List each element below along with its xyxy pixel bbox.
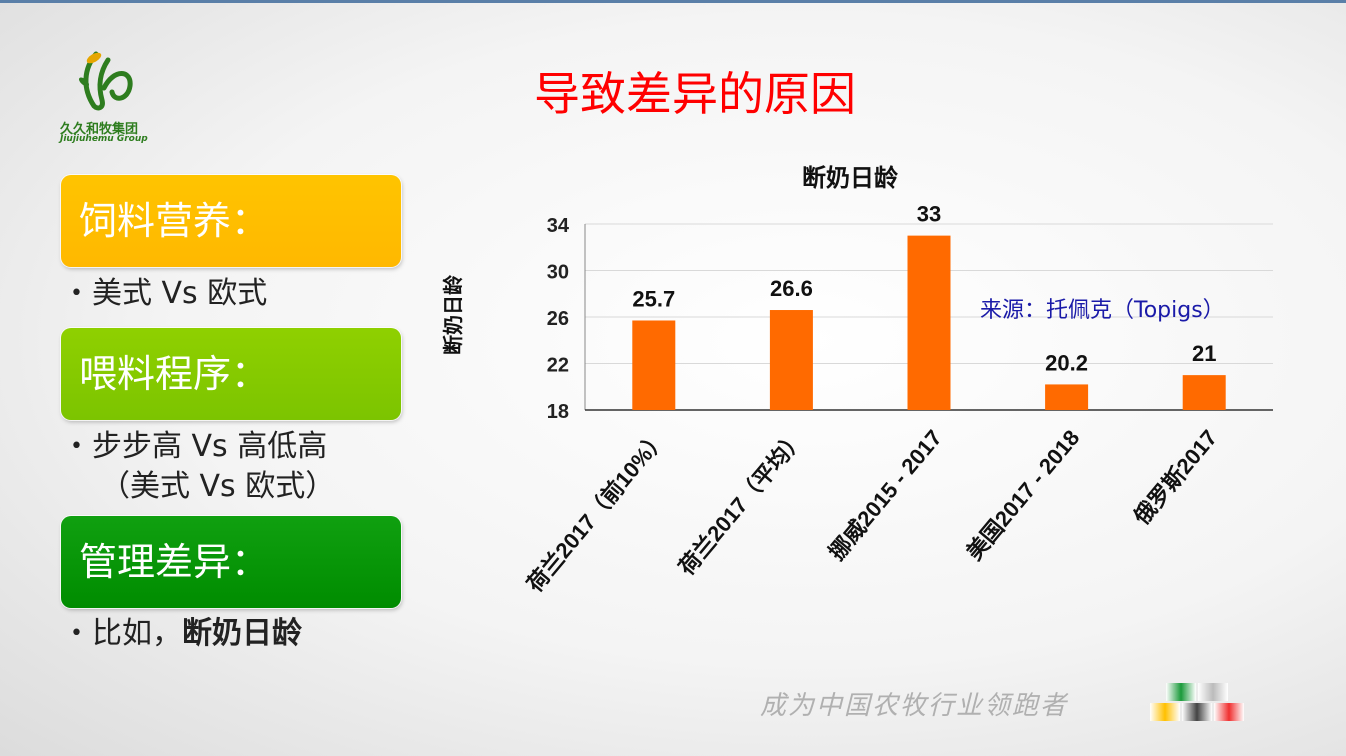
tile-dark — [1182, 703, 1212, 721]
x-tick-label: 俄罗斯2017 — [1128, 425, 1222, 530]
bar — [769, 310, 813, 410]
factor-box-management: 管理差异： — [61, 516, 401, 608]
y-tick-label: 26 — [547, 308, 569, 330]
slide-title: 导致差异的原因 — [534, 67, 856, 121]
bar — [1045, 384, 1089, 410]
data-label: 21 — [1192, 341, 1216, 366]
x-tick-label: 美国2017 - 2018 — [962, 425, 1085, 565]
bullet-text: 步步高 Vs 高低高 — [92, 429, 328, 464]
data-label: 33 — [917, 202, 941, 227]
tile-red — [1214, 703, 1244, 721]
decorative-color-tiles — [1150, 683, 1246, 723]
tile-gray — [1198, 683, 1228, 701]
logo-mark-icon — [79, 51, 133, 111]
y-tick-label: 30 — [547, 262, 569, 284]
company-logo: 久久和牧集团 Jiujiuhemu Group — [56, 48, 156, 148]
bar — [1182, 375, 1226, 410]
x-tick-label: 挪威2015 - 2017 — [824, 425, 947, 565]
data-label: 20.2 — [1045, 350, 1088, 375]
data-label: 25.7 — [632, 286, 675, 311]
factor-bullet-management: • 比如，断奶日龄 — [70, 616, 302, 651]
bar — [632, 320, 676, 410]
company-slogan: 成为中国农牧行业领跑者 — [760, 691, 1069, 721]
factor-box-feeding-program: 喂料程序： — [61, 328, 401, 420]
factor-bullet-feeding-program-line2: （美式 Vs 欧式） — [100, 469, 336, 504]
logo-name-cn: 久久和牧集团 — [60, 122, 139, 137]
data-label: 26.6 — [770, 276, 813, 301]
bullet-emphasis: 断奶日龄 — [182, 616, 302, 651]
factor-box-feed-nutrition: 饲料营养： — [61, 175, 401, 267]
tile-green — [1166, 683, 1196, 701]
logo-name-en: Jiujiuhemu Group — [60, 134, 148, 144]
y-tick-label: 22 — [547, 355, 569, 377]
y-axis-label: 断奶日龄 — [441, 274, 465, 355]
factor-bullet-feed-nutrition: • 美式 Vs 欧式 — [70, 276, 268, 311]
y-tick-label: 34 — [547, 215, 570, 237]
x-tick-label: 荷兰2017（前10%） — [522, 425, 672, 597]
bullet-text: 比如， — [92, 616, 182, 651]
bullet-text: 美式 Vs 欧式 — [92, 276, 268, 311]
y-tick-label: 18 — [547, 401, 569, 423]
x-tick-label: 荷兰2017（平均） — [674, 425, 809, 580]
factor-bullet-feeding-program: • 步步高 Vs 高低高 — [70, 429, 328, 464]
chart-title: 断奶日龄 — [802, 164, 899, 192]
top-border-line — [0, 0, 1346, 3]
bar — [907, 235, 951, 410]
tile-yellow — [1150, 703, 1180, 721]
source-note: 来源：托佩克（Topigs） — [980, 298, 1225, 323]
